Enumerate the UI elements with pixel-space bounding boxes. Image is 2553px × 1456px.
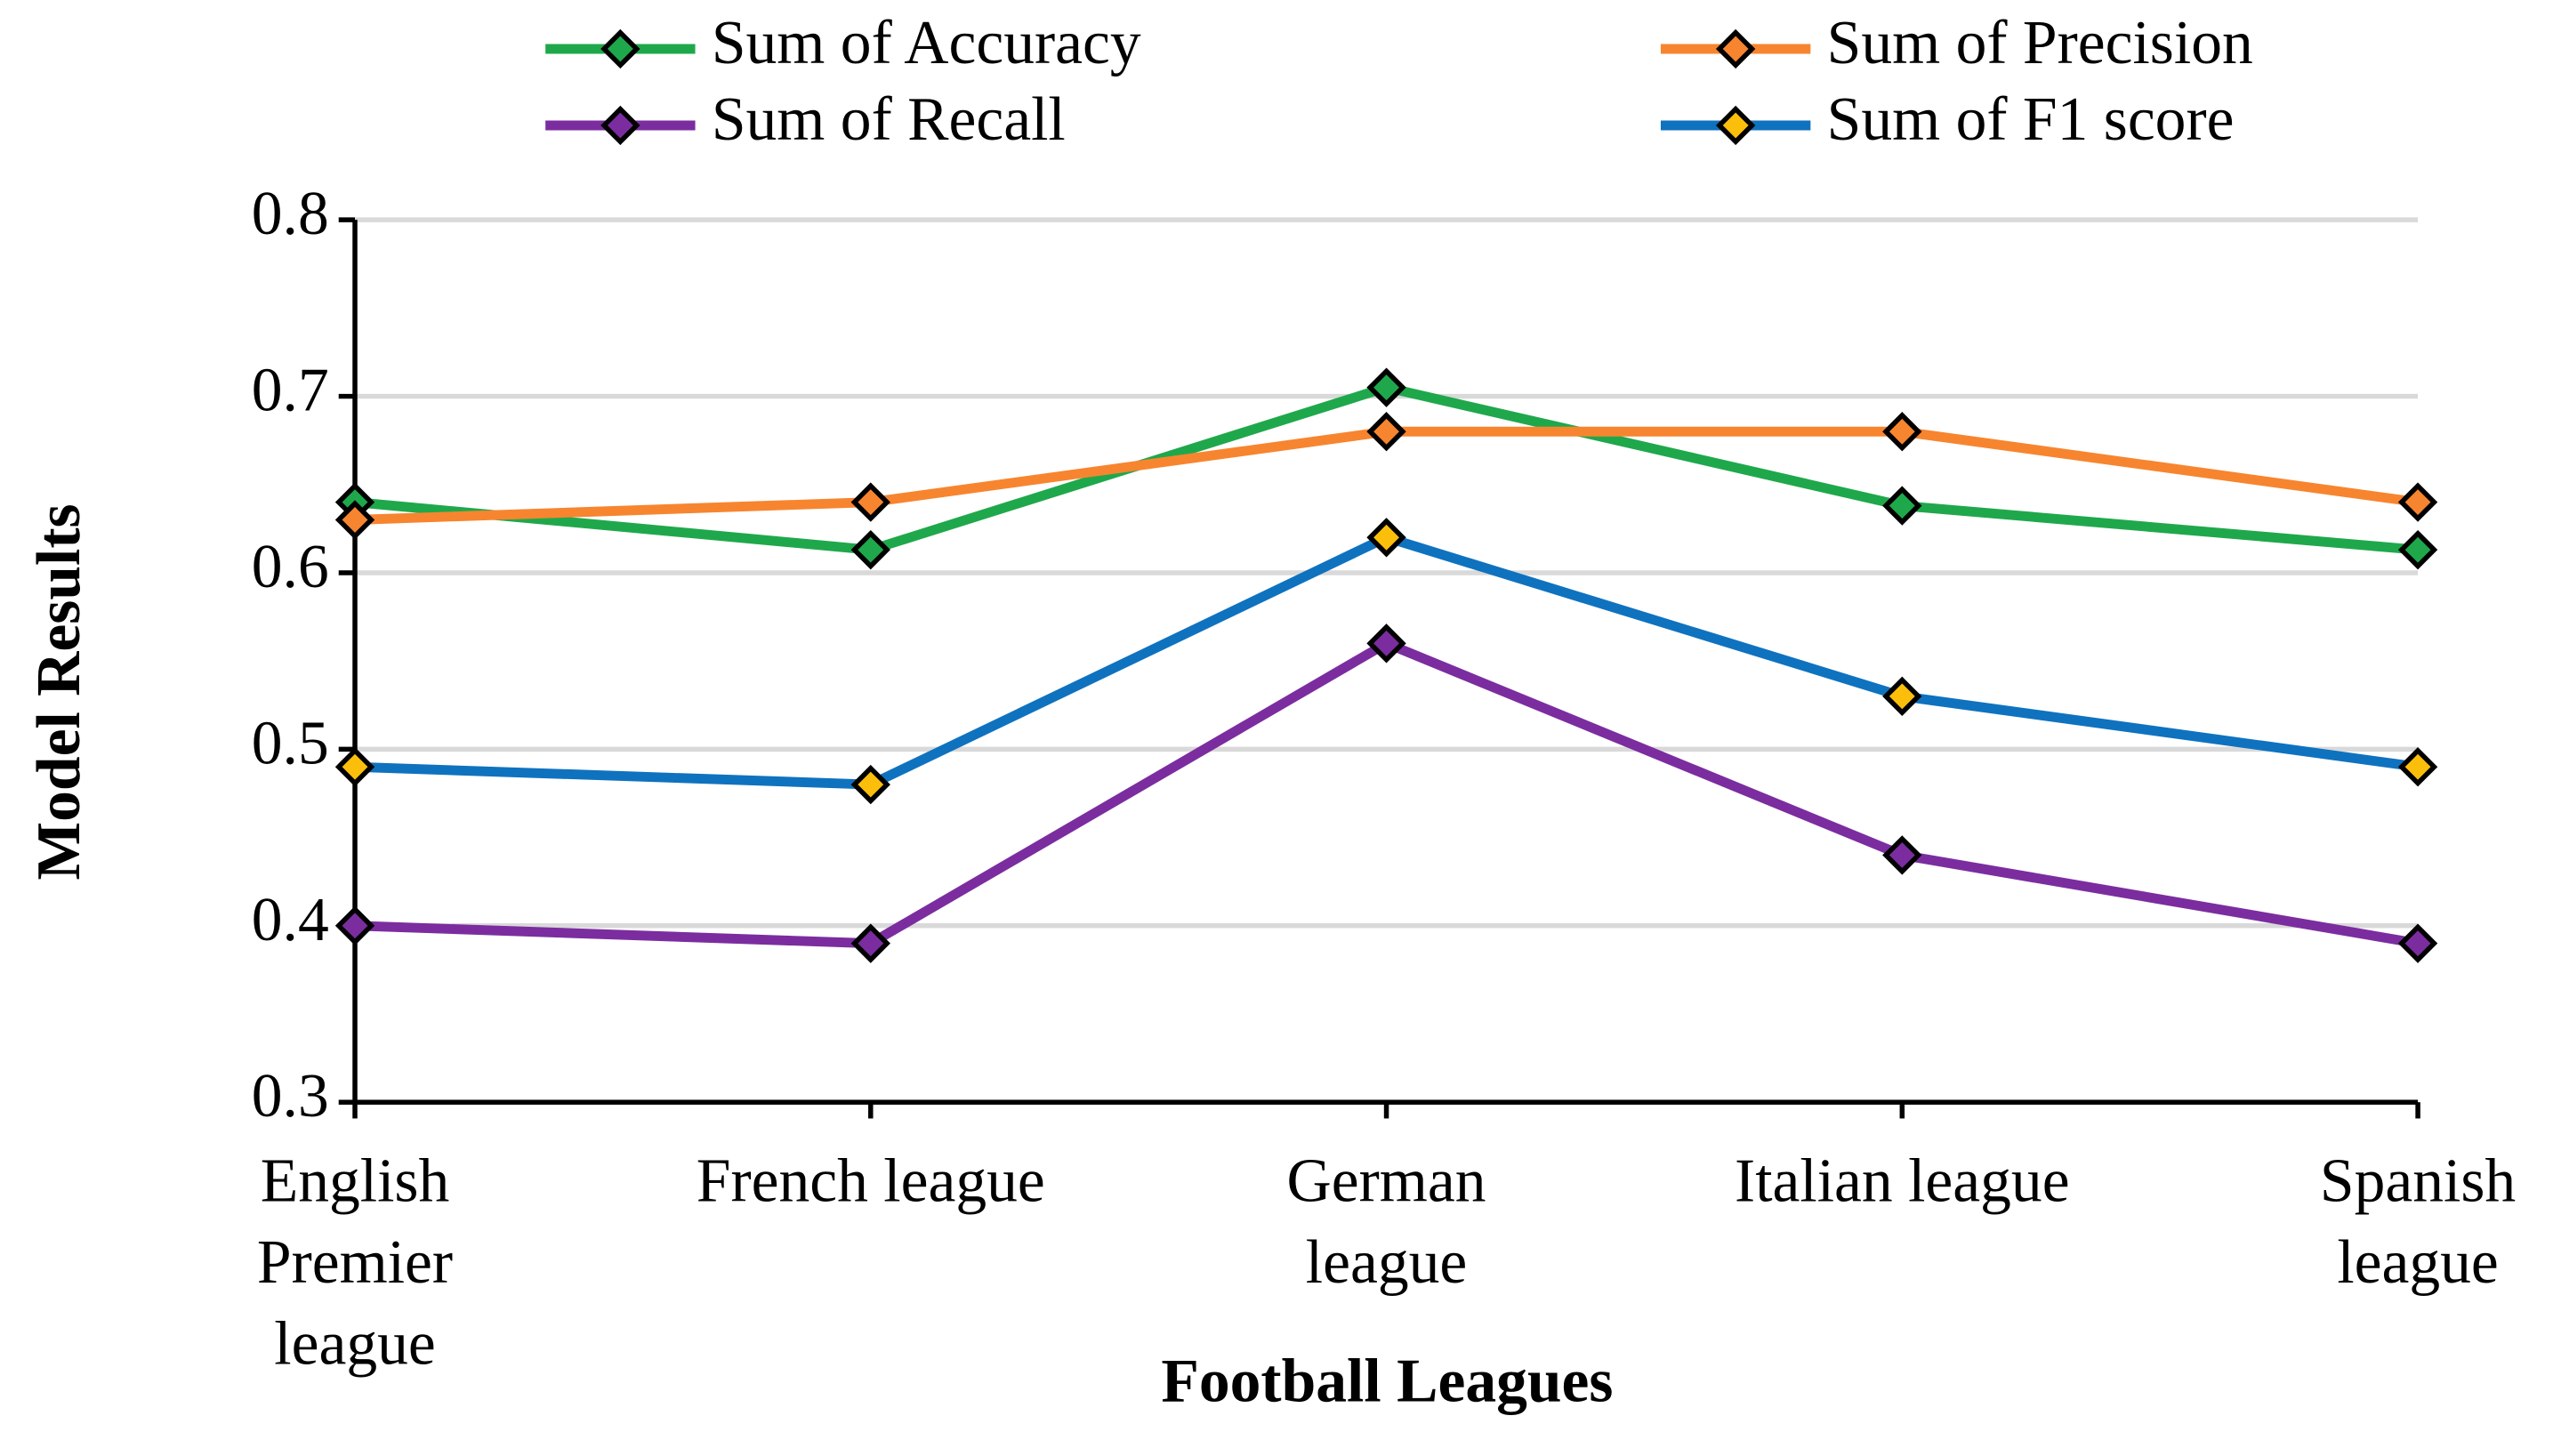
marker (334, 905, 375, 945)
legend-label: Sum of Precision (1827, 9, 2253, 77)
legend-item: Sum of F1 score (1660, 85, 2235, 154)
legend-marker (600, 28, 640, 69)
x-tick-label: English Premier league (257, 1146, 453, 1378)
marker (1366, 623, 1406, 664)
legend-item: Sum of Precision (1660, 9, 2253, 77)
marker (2397, 923, 2438, 963)
marker (850, 482, 890, 522)
legend-marker (1715, 105, 1756, 146)
marker (1366, 518, 1406, 558)
x-tick-label: French league (697, 1146, 1045, 1215)
series-line (354, 638, 2420, 949)
legend-marker (600, 105, 640, 146)
y-tick-label: 0.6 (252, 533, 329, 601)
marker (2397, 747, 2438, 787)
marker (1882, 835, 1922, 875)
marker (1882, 676, 1922, 717)
marker (2397, 529, 2438, 570)
marker (1366, 367, 1406, 407)
legend-label: Sum of Accuracy (712, 9, 1141, 77)
y-axis-title: Model Results (25, 503, 93, 880)
marker (334, 747, 375, 787)
legend-label: Sum of F1 score (1827, 85, 2235, 154)
marker (1882, 412, 1922, 452)
legend-label: Sum of Recall (712, 85, 1066, 154)
x-axis-title: Football Leagues (1161, 1347, 1613, 1415)
legend-marker (1715, 28, 1756, 69)
y-tick-label: 0.7 (252, 357, 329, 425)
legend-item: Sum of Accuracy (545, 9, 1141, 77)
y-tick-label: 0.5 (252, 709, 329, 777)
marker (334, 500, 375, 540)
marker (850, 529, 890, 570)
y-tick-label: 0.4 (252, 886, 329, 954)
marker (850, 764, 890, 805)
x-tick-label: Spanish league (2320, 1146, 2516, 1297)
x-tick-label: German league (1287, 1146, 1486, 1297)
marker (1366, 412, 1406, 452)
marker (2397, 482, 2438, 522)
x-tick-label: Italian league (1735, 1146, 2069, 1215)
y-tick-label: 0.8 (252, 180, 329, 248)
marker (1882, 486, 1922, 526)
y-tick-label: 0.3 (252, 1062, 329, 1130)
marker (850, 923, 890, 963)
legend-item: Sum of Recall (545, 85, 1066, 154)
